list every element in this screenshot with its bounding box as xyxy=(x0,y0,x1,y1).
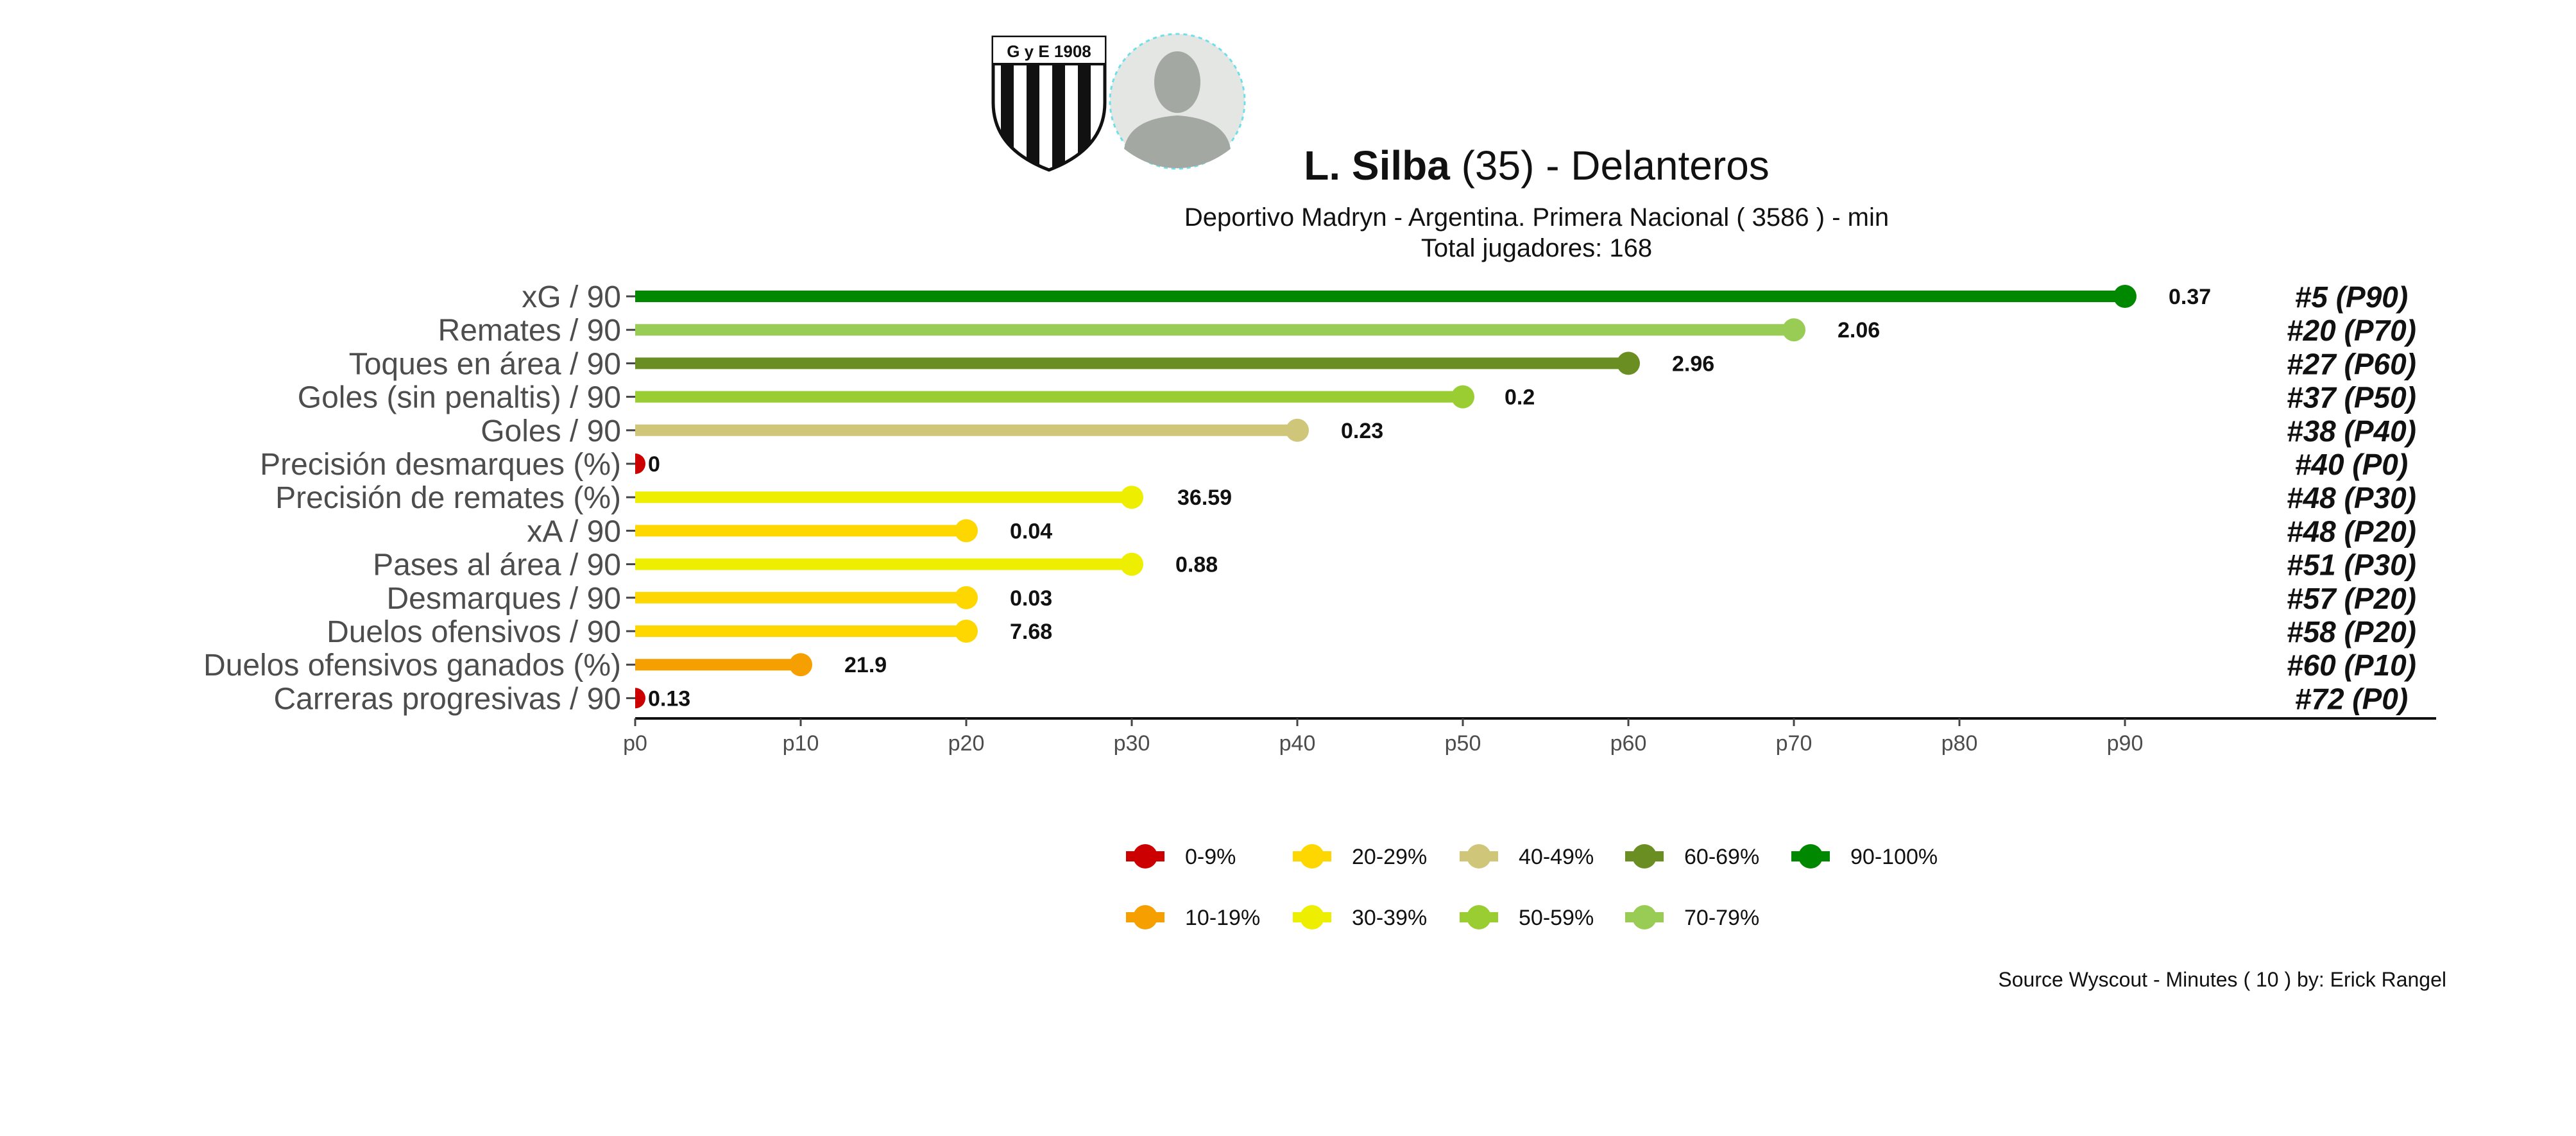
x-tick-label: p90 xyxy=(2107,731,2144,756)
metric-label: Precisión desmarques (%) xyxy=(260,448,621,482)
value-label: 0.03 xyxy=(1010,586,1052,611)
lollipop-dot xyxy=(1451,385,1474,409)
metric-label: Duelos ofensivos / 90 xyxy=(327,615,621,649)
rank-label: #48 (P20) xyxy=(2287,514,2416,548)
value-label: 0.23 xyxy=(1341,419,1383,443)
legend-label: 20-29% xyxy=(1352,845,1427,869)
legend-label: 60-69% xyxy=(1684,845,1759,869)
x-tick-label: p30 xyxy=(1114,731,1150,756)
rank-label: #57 (P20) xyxy=(2287,582,2416,615)
legend-key-dot xyxy=(1133,844,1157,869)
legend-key-dot xyxy=(1632,905,1657,929)
metric-label: Goles (sin penaltis) / 90 xyxy=(298,381,621,415)
value-label: 2.96 xyxy=(1672,352,1714,376)
rank-label: #48 (P30) xyxy=(2287,481,2416,514)
lollipop-dot xyxy=(1286,418,1309,442)
lollipop-dot xyxy=(955,519,978,543)
metric-label: xG / 90 xyxy=(522,280,621,314)
legend-label: 70-79% xyxy=(1684,906,1759,930)
value-label: 0.04 xyxy=(1010,519,1052,543)
chart-title: L. Silba (35) - Delanteros xyxy=(1304,142,1770,189)
legend-label: 10-19% xyxy=(1185,906,1260,930)
metric-label: Goles / 90 xyxy=(481,414,621,448)
metric-label: Precisión de remates (%) xyxy=(275,481,621,515)
x-tick-label: p40 xyxy=(1279,731,1316,756)
rank-label: #51 (P30) xyxy=(2287,548,2416,582)
title-separator: - xyxy=(1546,142,1559,189)
value-label: 7.68 xyxy=(1010,620,1052,644)
rank-label: #20 (P70) xyxy=(2287,314,2416,347)
legend-label: 50-59% xyxy=(1519,906,1594,930)
x-tick-label: p50 xyxy=(1445,731,1481,756)
metric-label: Toques en área / 90 xyxy=(349,347,621,381)
metric-label: Carreras progresivas / 90 xyxy=(273,682,621,716)
club-badge-text: G y E 1908 xyxy=(1007,42,1091,61)
legend: 0-9% 20-29% 40-49% 60-69% 90-100% 10-19% 30-39… xyxy=(1126,844,1938,930)
x-tick-label: p20 xyxy=(948,731,985,756)
legend-key-dot xyxy=(1632,844,1657,869)
rank-label: #37 (P50) xyxy=(2287,381,2416,414)
x-tick-label: p80 xyxy=(1941,731,1978,756)
lollipop-dot xyxy=(635,688,645,709)
value-label: 0.2 xyxy=(1505,386,1535,410)
legend-label: 0-9% xyxy=(1185,845,1236,869)
legend-key-dot xyxy=(1300,844,1324,869)
lollipop-dot xyxy=(2113,285,2137,308)
total-players-text: Total jugadores: 168 xyxy=(1421,234,1652,262)
metric-label: Pases al área / 90 xyxy=(373,548,621,582)
player-name: L. Silba xyxy=(1304,142,1450,189)
value-label: 21.9 xyxy=(844,653,887,677)
rank-label: #38 (P40) xyxy=(2287,414,2416,448)
x-tick-label: p60 xyxy=(1610,731,1647,756)
value-label: 0.37 xyxy=(2169,285,2211,309)
source-caption: Source Wyscout - Minutes ( 10 ) by: Eric… xyxy=(1998,968,2446,991)
legend-label: 40-49% xyxy=(1519,845,1594,869)
player-age: (35) xyxy=(1462,142,1535,189)
rank-label: #5 (P90) xyxy=(2295,280,2408,314)
x-tick-label: p0 xyxy=(623,731,647,756)
rank-label: #40 (P0) xyxy=(2295,448,2408,481)
value-label: 0 xyxy=(648,452,660,477)
plot-area: p0 p10 p20 p30 p40 p50 p60 p70 p80 p90 xG / 90 0.37… xyxy=(203,280,2436,756)
rank-label: #27 (P60) xyxy=(2287,347,2416,380)
lollipop-dot xyxy=(789,653,812,677)
legend-label: 90-100% xyxy=(1850,845,1938,869)
metric-label: Desmarques / 90 xyxy=(386,582,621,616)
value-label: 0.13 xyxy=(648,686,690,711)
rank-label: #72 (P0) xyxy=(2295,682,2408,715)
lollipop-dot xyxy=(635,454,645,474)
lollipop-dot xyxy=(1617,352,1640,375)
legend-key-dot xyxy=(1467,844,1491,869)
legend-key-dot xyxy=(1467,905,1491,929)
value-label: 36.59 xyxy=(1177,486,1232,510)
chart-subtitle: Deportivo Madryn - Argentina. Primera Na… xyxy=(1184,203,1889,232)
lollipop-dot xyxy=(1782,318,1805,342)
lollipop-dot xyxy=(1120,552,1143,576)
x-tick-label: p70 xyxy=(1776,731,1813,756)
value-label: 2.06 xyxy=(1838,318,1880,343)
player-position: Delanteros xyxy=(1571,142,1770,189)
legend-key-dot xyxy=(1798,844,1823,869)
club-badge: G y E 1908 xyxy=(991,35,1107,172)
metric-label: Remates / 90 xyxy=(438,314,621,348)
x-tick-label: p10 xyxy=(783,731,819,756)
player-avatar xyxy=(1109,33,1246,170)
legend-label: 30-39% xyxy=(1352,906,1427,930)
legend-key-dot xyxy=(1300,905,1324,929)
lollipop-dot xyxy=(955,620,978,643)
lollipop-dot xyxy=(955,586,978,609)
lollipop-dot xyxy=(1120,486,1143,509)
rank-label: #60 (P10) xyxy=(2287,649,2416,682)
value-label: 0.88 xyxy=(1175,553,1218,577)
legend-key-dot xyxy=(1133,905,1157,929)
metric-label: Duelos ofensivos ganados (%) xyxy=(203,649,621,682)
metric-label: xA / 90 xyxy=(527,514,621,548)
rank-label: #58 (P20) xyxy=(2287,615,2416,649)
